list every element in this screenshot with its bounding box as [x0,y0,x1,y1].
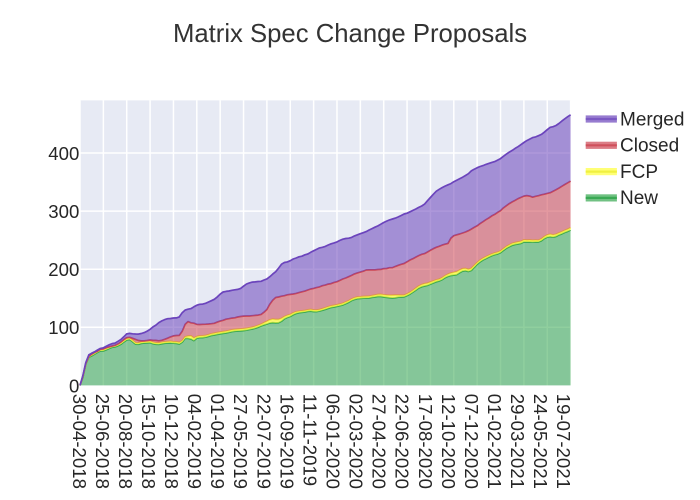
svg-text:15-10-2018: 15-10-2018 [138,394,159,489]
svg-text:06-01-2020: 06-01-2020 [322,394,343,489]
svg-text:200: 200 [48,259,79,280]
svg-text:22-07-2019: 22-07-2019 [253,394,274,489]
svg-text:100: 100 [48,317,79,338]
svg-text:12-10-2020: 12-10-2020 [438,394,459,489]
svg-text:0: 0 [69,375,79,396]
svg-text:22-06-2020: 22-06-2020 [392,394,413,489]
svg-text:29-03-2021: 29-03-2021 [507,394,528,489]
svg-text:New: New [620,188,658,209]
svg-text:Merged: Merged [620,109,684,130]
svg-text:20-08-2018: 20-08-2018 [115,394,136,489]
svg-text:Matrix Spec Change Proposals: Matrix Spec Change Proposals [173,20,527,48]
svg-text:Closed: Closed [620,136,679,157]
svg-text:19-07-2021: 19-07-2021 [553,394,574,489]
svg-text:11-11-2019: 11-11-2019 [299,394,320,486]
svg-text:FCP: FCP [620,162,658,183]
svg-text:16-09-2019: 16-09-2019 [276,394,297,489]
svg-text:01-02-2021: 01-02-2021 [484,394,505,489]
svg-text:24-05-2021: 24-05-2021 [530,394,551,489]
svg-text:17-08-2020: 17-08-2020 [415,394,436,489]
svg-text:25-06-2018: 25-06-2018 [92,394,113,489]
svg-text:10-12-2018: 10-12-2018 [161,394,182,489]
svg-text:02-03-2020: 02-03-2020 [346,394,367,489]
svg-text:27-05-2019: 27-05-2019 [230,394,251,489]
svg-text:400: 400 [48,143,79,164]
svg-text:01-04-2019: 01-04-2019 [207,394,228,489]
svg-text:300: 300 [48,201,79,222]
svg-text:04-02-2019: 04-02-2019 [184,394,205,489]
svg-text:27-04-2020: 27-04-2020 [369,394,390,489]
svg-text:07-12-2020: 07-12-2020 [461,394,482,489]
svg-text:30-04-2018: 30-04-2018 [69,394,90,489]
